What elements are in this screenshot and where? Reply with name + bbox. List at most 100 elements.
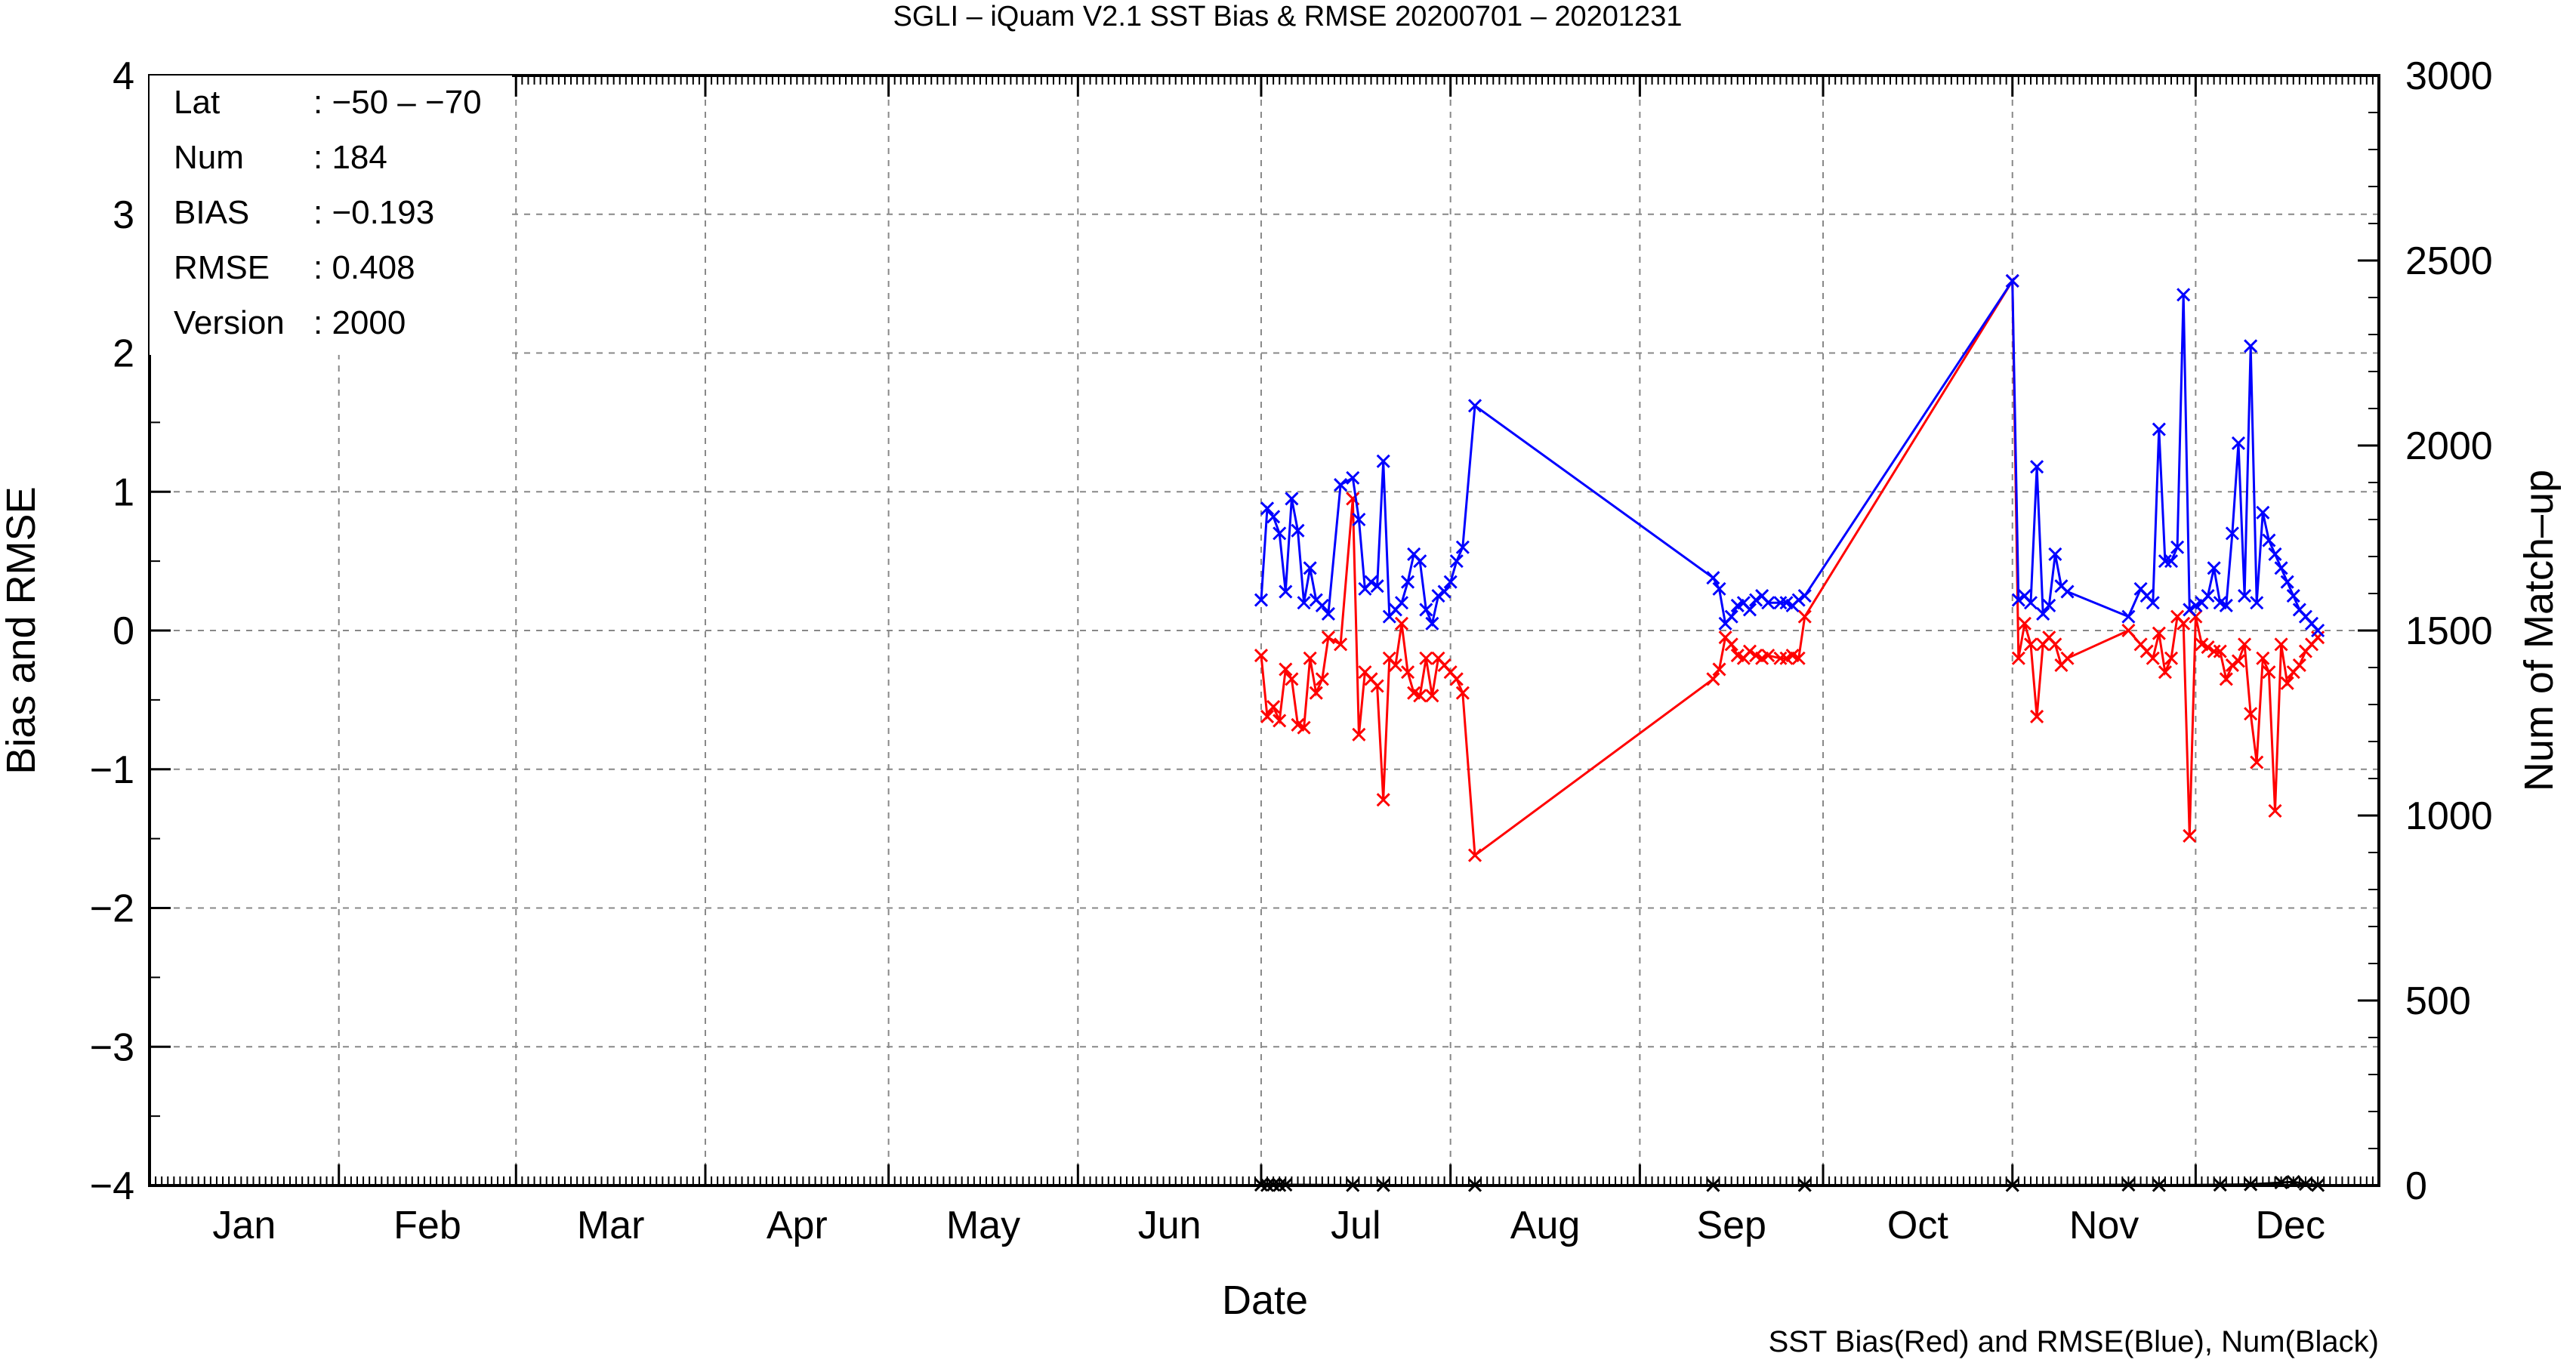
sst-bias-point [2244, 707, 2258, 721]
sst-bias-marker-stroke [1467, 848, 1482, 862]
chart-title: SGLI – iQuam V2.1 SST Bias & RMSE 202007… [893, 1, 1683, 32]
y2-tick-label: 2500 [2405, 239, 2493, 283]
rmse-marker-stroke [1706, 571, 1720, 585]
sst-bias-point [2274, 637, 2288, 652]
rmse-point [2121, 609, 2136, 624]
sst-bias-marker-stroke [1370, 679, 1384, 693]
rmse-point [1797, 589, 1812, 603]
rmse-point [1273, 526, 1287, 541]
sst-bias-marker-stroke [2274, 637, 2288, 652]
sst-bias-marker-stroke [1449, 672, 1464, 686]
sst-bias-point [2152, 626, 2166, 640]
sst-bias-marker-stroke [1742, 644, 1757, 658]
rmse-marker-stroke [1443, 575, 1458, 589]
y-tick-label: 1 [113, 470, 134, 514]
rmse-point [1742, 603, 1757, 617]
rmse-point [1291, 523, 1305, 538]
rmse-point [2268, 547, 2282, 561]
rmse-marker-stroke [2262, 533, 2276, 547]
rmse-point [1712, 581, 1726, 596]
x-tick-label-jul: Jul [1331, 1204, 1381, 1247]
rmse-marker-stroke [2023, 596, 2038, 610]
sst-bias-point [2225, 658, 2239, 672]
sst-bias-point [2030, 709, 2044, 723]
sst-bias-point [2176, 616, 2191, 631]
rmse-point [2256, 505, 2270, 520]
rmse-point [2005, 273, 2019, 288]
sst-bias-marker-stroke [1303, 651, 1317, 665]
sst-bias-point [1419, 651, 1433, 665]
sst-bias-marker-stroke [1706, 672, 1720, 686]
sst-bias-marker-stroke [2207, 644, 2221, 658]
rmse-point [2238, 589, 2252, 603]
sst-bias-marker-stroke [1285, 672, 1299, 686]
rmse-point [2042, 598, 2056, 612]
sst-bias-marker-stroke [2213, 644, 2227, 658]
y-tick-label: −4 [90, 1164, 134, 1208]
rmse-point [1467, 399, 1482, 413]
sst-bias-point [2256, 651, 2270, 665]
sst-bias-marker-stroke [2030, 709, 2044, 723]
sst-bias-point [2158, 665, 2172, 680]
x-tick-label-nov: Nov [2069, 1204, 2139, 1247]
sst-bias-marker-stroke [2158, 665, 2172, 680]
rmse-point [2280, 575, 2294, 589]
rmse-point [1370, 579, 1384, 594]
sst-bias-point [1467, 848, 1482, 862]
sst-bias-marker-stroke [1425, 689, 1439, 703]
sst-bias-marker-stroke [1455, 686, 1470, 700]
sst-bias-point [1425, 689, 1439, 703]
rmse-marker-stroke [2304, 616, 2319, 631]
sst-bias-point [1254, 649, 1269, 663]
rmse-point [1791, 593, 1806, 607]
sst-bias-point [2238, 637, 2252, 652]
rmse-point [2244, 339, 2258, 353]
sst-bias-marker-stroke [2238, 637, 2252, 652]
y2-tick-label: 1500 [2405, 609, 2493, 653]
rmse-point [1449, 554, 1464, 569]
rmse-marker-stroke [2170, 540, 2185, 554]
rmse-marker-stroke [2060, 584, 2075, 599]
sst-bias-point [1761, 649, 1775, 663]
rmse-point [2219, 598, 2233, 612]
sst-bias-point [2121, 623, 2136, 638]
sst-bias-marker-stroke [1376, 793, 1390, 807]
rmse-point [1315, 598, 1329, 612]
rmse-point [2201, 589, 2215, 603]
info-value-lat: : −50 – −70 [313, 84, 482, 121]
sst-bias-marker-stroke [2195, 637, 2209, 652]
sst-bias-marker-stroke [2231, 654, 2246, 668]
rmse-marker-stroke [1334, 478, 1348, 492]
rmse-marker-stroke [2280, 575, 2294, 589]
sst-bias-marker-stroke [1761, 649, 1775, 663]
rmse-marker-stroke [1797, 589, 1812, 603]
rmse-point [2048, 547, 2062, 561]
y2-tick-label: 3000 [2405, 54, 2493, 98]
rmse-marker-stroke [1321, 606, 1335, 621]
rmse-marker-stroke [1285, 492, 1299, 506]
sst-bias-marker-stroke [1266, 700, 1281, 714]
rmse-marker-stroke [1260, 501, 1275, 516]
rmse-point [1279, 584, 1293, 599]
sst-bias-marker-stroke [2292, 658, 2306, 672]
sst-bias-marker-stroke [1254, 649, 1269, 663]
rmse-point [1364, 575, 1378, 589]
rmse-point [2170, 540, 2185, 554]
rmse-marker-stroke [1291, 523, 1305, 538]
sst-bias-point [1388, 658, 1402, 672]
rmse-marker-stroke [2298, 609, 2313, 624]
rmse-marker-stroke [2152, 422, 2166, 436]
sst-bias-marker-stroke [1279, 662, 1293, 677]
x-tick-label-mar: Mar [577, 1204, 645, 1247]
info-box-background [150, 76, 512, 355]
rmse-marker-stroke [1266, 510, 1281, 524]
sst-bias-marker-stroke [1291, 717, 1305, 732]
rmse-marker-stroke [2036, 606, 2050, 621]
sst-bias-marker-stroke [2139, 644, 2154, 658]
sst-bias-point [1370, 679, 1384, 693]
rmse-marker-stroke [1407, 547, 1421, 561]
sst-bias-marker-stroke [1346, 492, 1360, 506]
sst-bias-marker-stroke [1321, 631, 1335, 645]
sst-bias-marker-stroke [1791, 651, 1806, 665]
sst-bias-marker-stroke [1315, 672, 1329, 686]
